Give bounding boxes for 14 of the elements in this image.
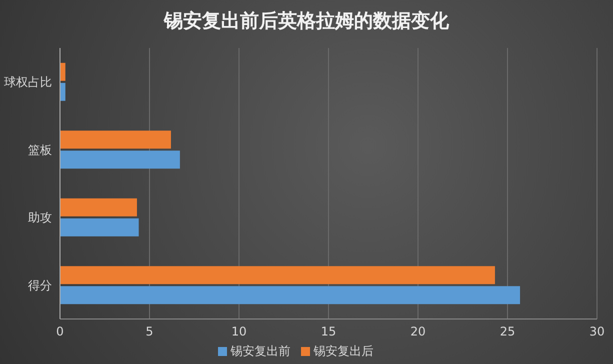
y-tick-label: 球权占比 (4, 75, 52, 90)
y-tick-label: 得分 (28, 278, 52, 292)
legend-label: 锡安复出后 (314, 344, 374, 358)
legend-label: 锡安复出前 (230, 344, 290, 358)
x-tick-label: 20 (410, 324, 426, 339)
chart-title: 锡安复出前后英格拉姆的数据变化 (162, 9, 450, 34)
x-tick-label: 30 (589, 324, 605, 339)
x-tick-label: 0 (56, 324, 64, 339)
y-tick-label: 篮板 (28, 142, 52, 157)
x-tick-label: 10 (231, 324, 247, 339)
y-tick-label: 助攻 (28, 210, 52, 225)
x-tick-label: 25 (500, 324, 516, 339)
x-tick-label: 5 (146, 324, 154, 339)
x-tick-label: 15 (320, 324, 336, 339)
